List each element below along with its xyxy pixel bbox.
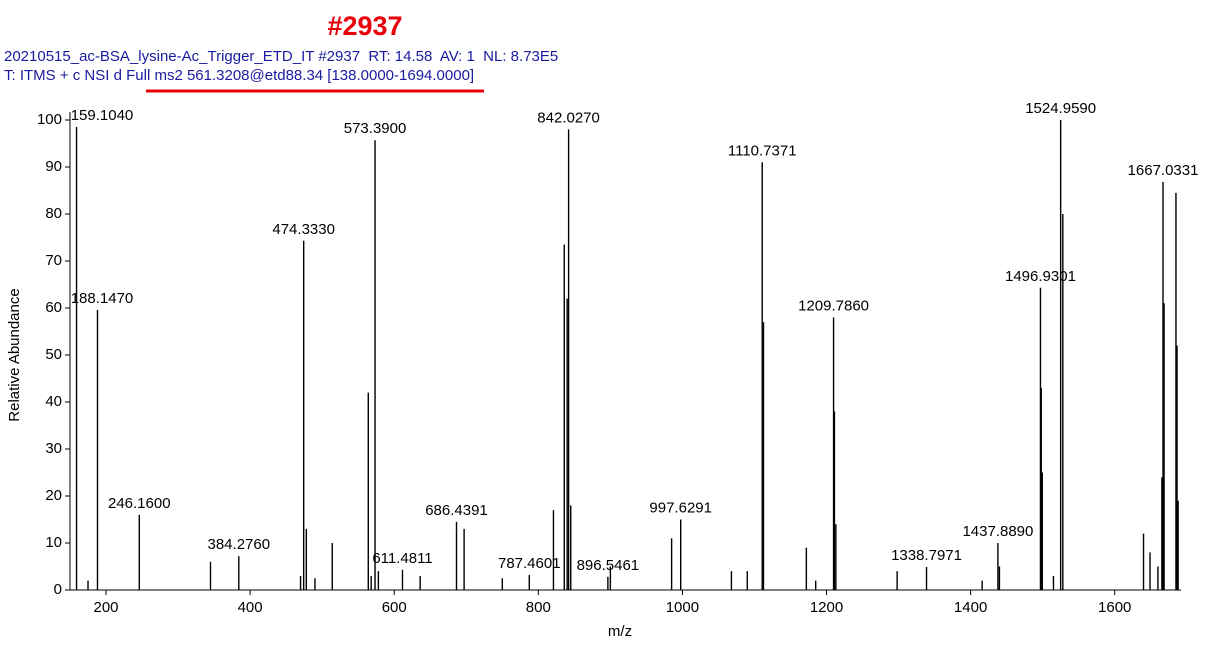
peak-label: 997.6291 <box>649 499 712 516</box>
y-axis-label: Relative Abundance <box>6 288 23 421</box>
peak-label: 1437.8890 <box>962 523 1033 540</box>
x-tick-label: 600 <box>382 599 407 616</box>
peak-label: 159.1040 <box>71 107 134 124</box>
peak-label: 1338.7971 <box>891 547 962 564</box>
y-tick-label: 80 <box>45 205 62 222</box>
y-tick-label: 60 <box>45 299 62 316</box>
peak-label: 188.1470 <box>71 290 134 307</box>
peak-label: 474.3330 <box>272 221 335 238</box>
peak-label: 246.1600 <box>108 495 171 512</box>
x-tick-label: 1400 <box>954 599 987 616</box>
peak-label: 1496.9301 <box>1005 268 1076 285</box>
y-tick-label: 100 <box>37 111 62 128</box>
y-tick-label: 40 <box>45 393 62 410</box>
peak-label: 611.4811 <box>372 550 432 567</box>
chart-title: #2937 <box>327 11 402 41</box>
peak-label: 384.2760 <box>208 536 271 553</box>
header-line: 20210515_ac-BSA_lysine-Ac_Trigger_ETD_IT… <box>4 48 558 65</box>
peak-label: 1667.0331 <box>1128 162 1199 179</box>
x-tick-label: 1000 <box>666 599 699 616</box>
y-tick-label: 70 <box>45 252 62 269</box>
peak-label: 842.0270 <box>537 109 600 126</box>
y-tick-label: 50 <box>45 346 62 363</box>
x-tick-label: 200 <box>94 599 119 616</box>
peak-label: 573.3900 <box>344 120 407 137</box>
y-tick-label: 10 <box>45 534 62 551</box>
y-tick-label: 20 <box>45 487 62 504</box>
peak-label: 1524.9590 <box>1025 100 1096 117</box>
x-tick-label: 1200 <box>810 599 843 616</box>
header-line: T: ITMS + c NSI d Full ms2 561.3208@etd8… <box>4 67 474 84</box>
peak-label: 1209.7860 <box>798 297 869 314</box>
y-tick-label: 90 <box>45 158 62 175</box>
peak-label: 787.4601 <box>498 555 561 572</box>
x-tick-label: 400 <box>238 599 263 616</box>
y-tick-label: 30 <box>45 440 62 457</box>
x-axis-label: m/z <box>608 623 632 640</box>
y-tick-label: 0 <box>54 581 62 598</box>
x-tick-label: 800 <box>526 599 551 616</box>
peak-label: 1110.7371 <box>728 142 797 159</box>
peak-label: 686.4391 <box>425 502 488 519</box>
x-tick-label: 1600 <box>1098 599 1131 616</box>
peak-label: 896.5461 <box>577 557 640 574</box>
